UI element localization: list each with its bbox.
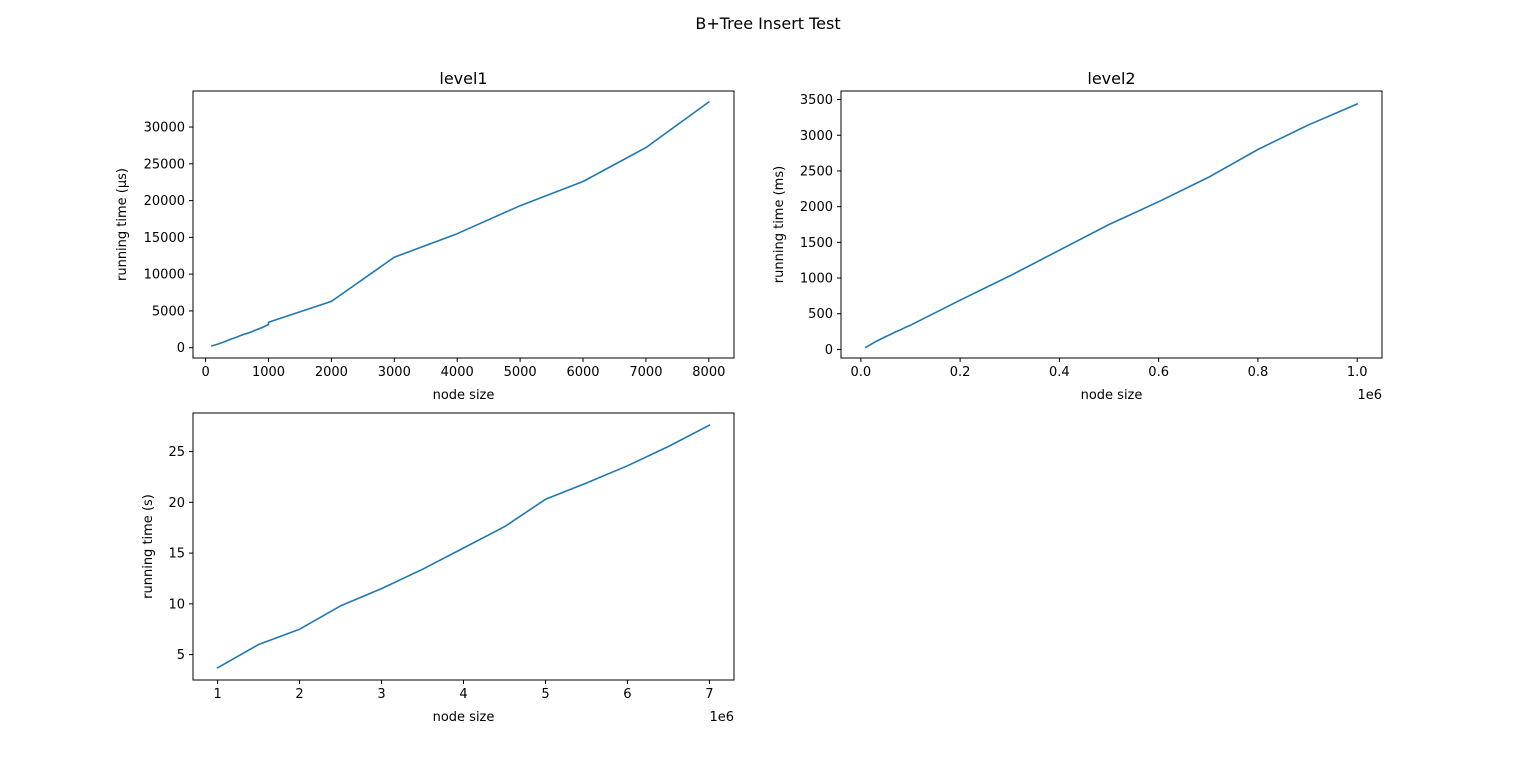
- figure-suptitle: B+Tree Insert Test: [695, 14, 840, 33]
- y-axis-label: running time (µs): [115, 168, 130, 281]
- x-tick-label: 2000: [315, 365, 348, 380]
- x-axis-label: node size: [433, 388, 495, 403]
- y-tick-label: 20000: [144, 194, 185, 209]
- x-tick-label: 0.6: [1148, 365, 1169, 380]
- axes-frame: [840, 90, 1383, 359]
- subplot-title: level2: [1087, 69, 1135, 88]
- y-tick-label: 1500: [800, 236, 833, 251]
- x-tick-label: 8000: [692, 365, 725, 380]
- x-tick-label: 3000: [378, 365, 411, 380]
- y-tick-label: 500: [808, 307, 833, 322]
- y-axis-label: running time (s): [141, 494, 156, 599]
- x-tick-label: 0.8: [1248, 365, 1269, 380]
- x-tick-label: 5: [541, 687, 549, 702]
- x-tick-label: 1000: [252, 365, 285, 380]
- x-tick-label: 4000: [441, 365, 474, 380]
- x-tick-label: 5000: [504, 365, 537, 380]
- x-tick-label: 0.0: [851, 365, 872, 380]
- x-tick-label: 0.2: [950, 365, 971, 380]
- y-tick-label: 0: [177, 341, 185, 356]
- axes-frame: [192, 90, 735, 359]
- x-tick-label: 7000: [629, 365, 662, 380]
- y-tick-label: 3000: [800, 129, 833, 144]
- y-tick-label: 3500: [800, 93, 833, 108]
- y-tick-label: 15: [168, 547, 185, 562]
- y-axis-label: running time (ms): [772, 166, 787, 283]
- subplot-level3: 1 2 3 4 5 6 7 5 10 15 20 25 node size running time (s…: [141, 412, 735, 725]
- y-tick-label: 25: [168, 445, 185, 460]
- x-tick-label: 1: [213, 687, 221, 702]
- x-tick-label: 4: [459, 687, 467, 702]
- x-tick-label: 7: [705, 687, 713, 702]
- y-tick-label: 2500: [800, 164, 833, 179]
- y-tick-label: 15000: [144, 231, 185, 246]
- y-tick-label: 10000: [144, 268, 185, 283]
- y-tick-label: 25000: [144, 157, 185, 172]
- y-tick-label: 10: [168, 597, 185, 612]
- x-tick-label: 6000: [566, 365, 599, 380]
- x-tick-label: 0: [201, 365, 209, 380]
- y-tick-label: 5: [177, 648, 185, 663]
- y-tick-label: 0: [825, 343, 833, 358]
- x-tick-label: 1.0: [1347, 365, 1368, 380]
- y-tick-label: 30000: [144, 121, 185, 136]
- y-tick-label: 2000: [800, 200, 833, 215]
- subplot-title: level1: [439, 69, 487, 88]
- y-tick-label: 20: [168, 496, 185, 511]
- x-tick-label: 0.4: [1049, 365, 1070, 380]
- series-line: [216, 424, 711, 669]
- x-axis-offset-text: 1e6: [709, 710, 734, 725]
- y-tick-label: 1000: [800, 272, 833, 287]
- y-tick-label: 5000: [152, 304, 185, 319]
- x-tick-label: 6: [623, 687, 631, 702]
- x-axis-label: node size: [433, 710, 495, 725]
- series-line: [210, 100, 710, 347]
- x-axis-label: node size: [1081, 388, 1143, 403]
- x-axis-offset-text: 1e6: [1357, 388, 1382, 403]
- x-tick-label: 2: [295, 687, 303, 702]
- series-line: [864, 102, 1359, 349]
- x-tick-label: 3: [377, 687, 385, 702]
- subplot-level1: level1 0 1000 2000 3000 4000 5000 6000 7000 8000 0…: [115, 69, 735, 403]
- subplot-level2: level2 0.0 0.2 0.4 0.6 0.8 1.0 0 500 1000 1500 2000…: [772, 69, 1383, 403]
